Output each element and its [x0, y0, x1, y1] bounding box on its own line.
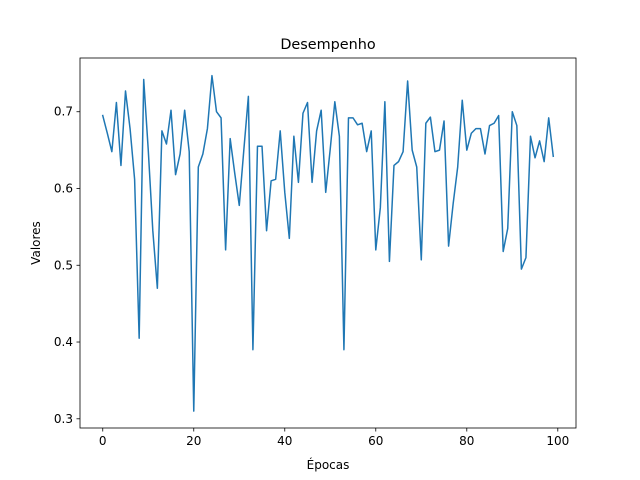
x-axis-label: Épocas [307, 457, 350, 472]
x-tick-label: 40 [277, 434, 292, 448]
plot-area [79, 57, 577, 429]
y-axis: 0.3 0.4 0.5 0.6 0.7 [54, 105, 80, 426]
x-axis: 0 20 40 60 80 100 [99, 428, 569, 448]
y-tick-label: 0.7 [54, 105, 73, 119]
x-tick-label: 60 [368, 434, 383, 448]
series-line [101, 74, 555, 412]
y-tick-label: 0.5 [54, 258, 73, 272]
x-tick-label: 0 [99, 434, 107, 448]
y-tick-label: 0.3 [54, 412, 73, 426]
x-tick-label: 20 [186, 434, 201, 448]
axes-frame [79, 57, 577, 429]
y-tick-label: 0.4 [54, 335, 73, 349]
x-tick-label: 100 [546, 434, 569, 448]
chart-title: Desempenho [280, 37, 376, 53]
y-axis-label: Valores [29, 221, 43, 265]
y-tick-label: 0.6 [54, 181, 73, 195]
x-tick-label: 80 [459, 434, 474, 448]
